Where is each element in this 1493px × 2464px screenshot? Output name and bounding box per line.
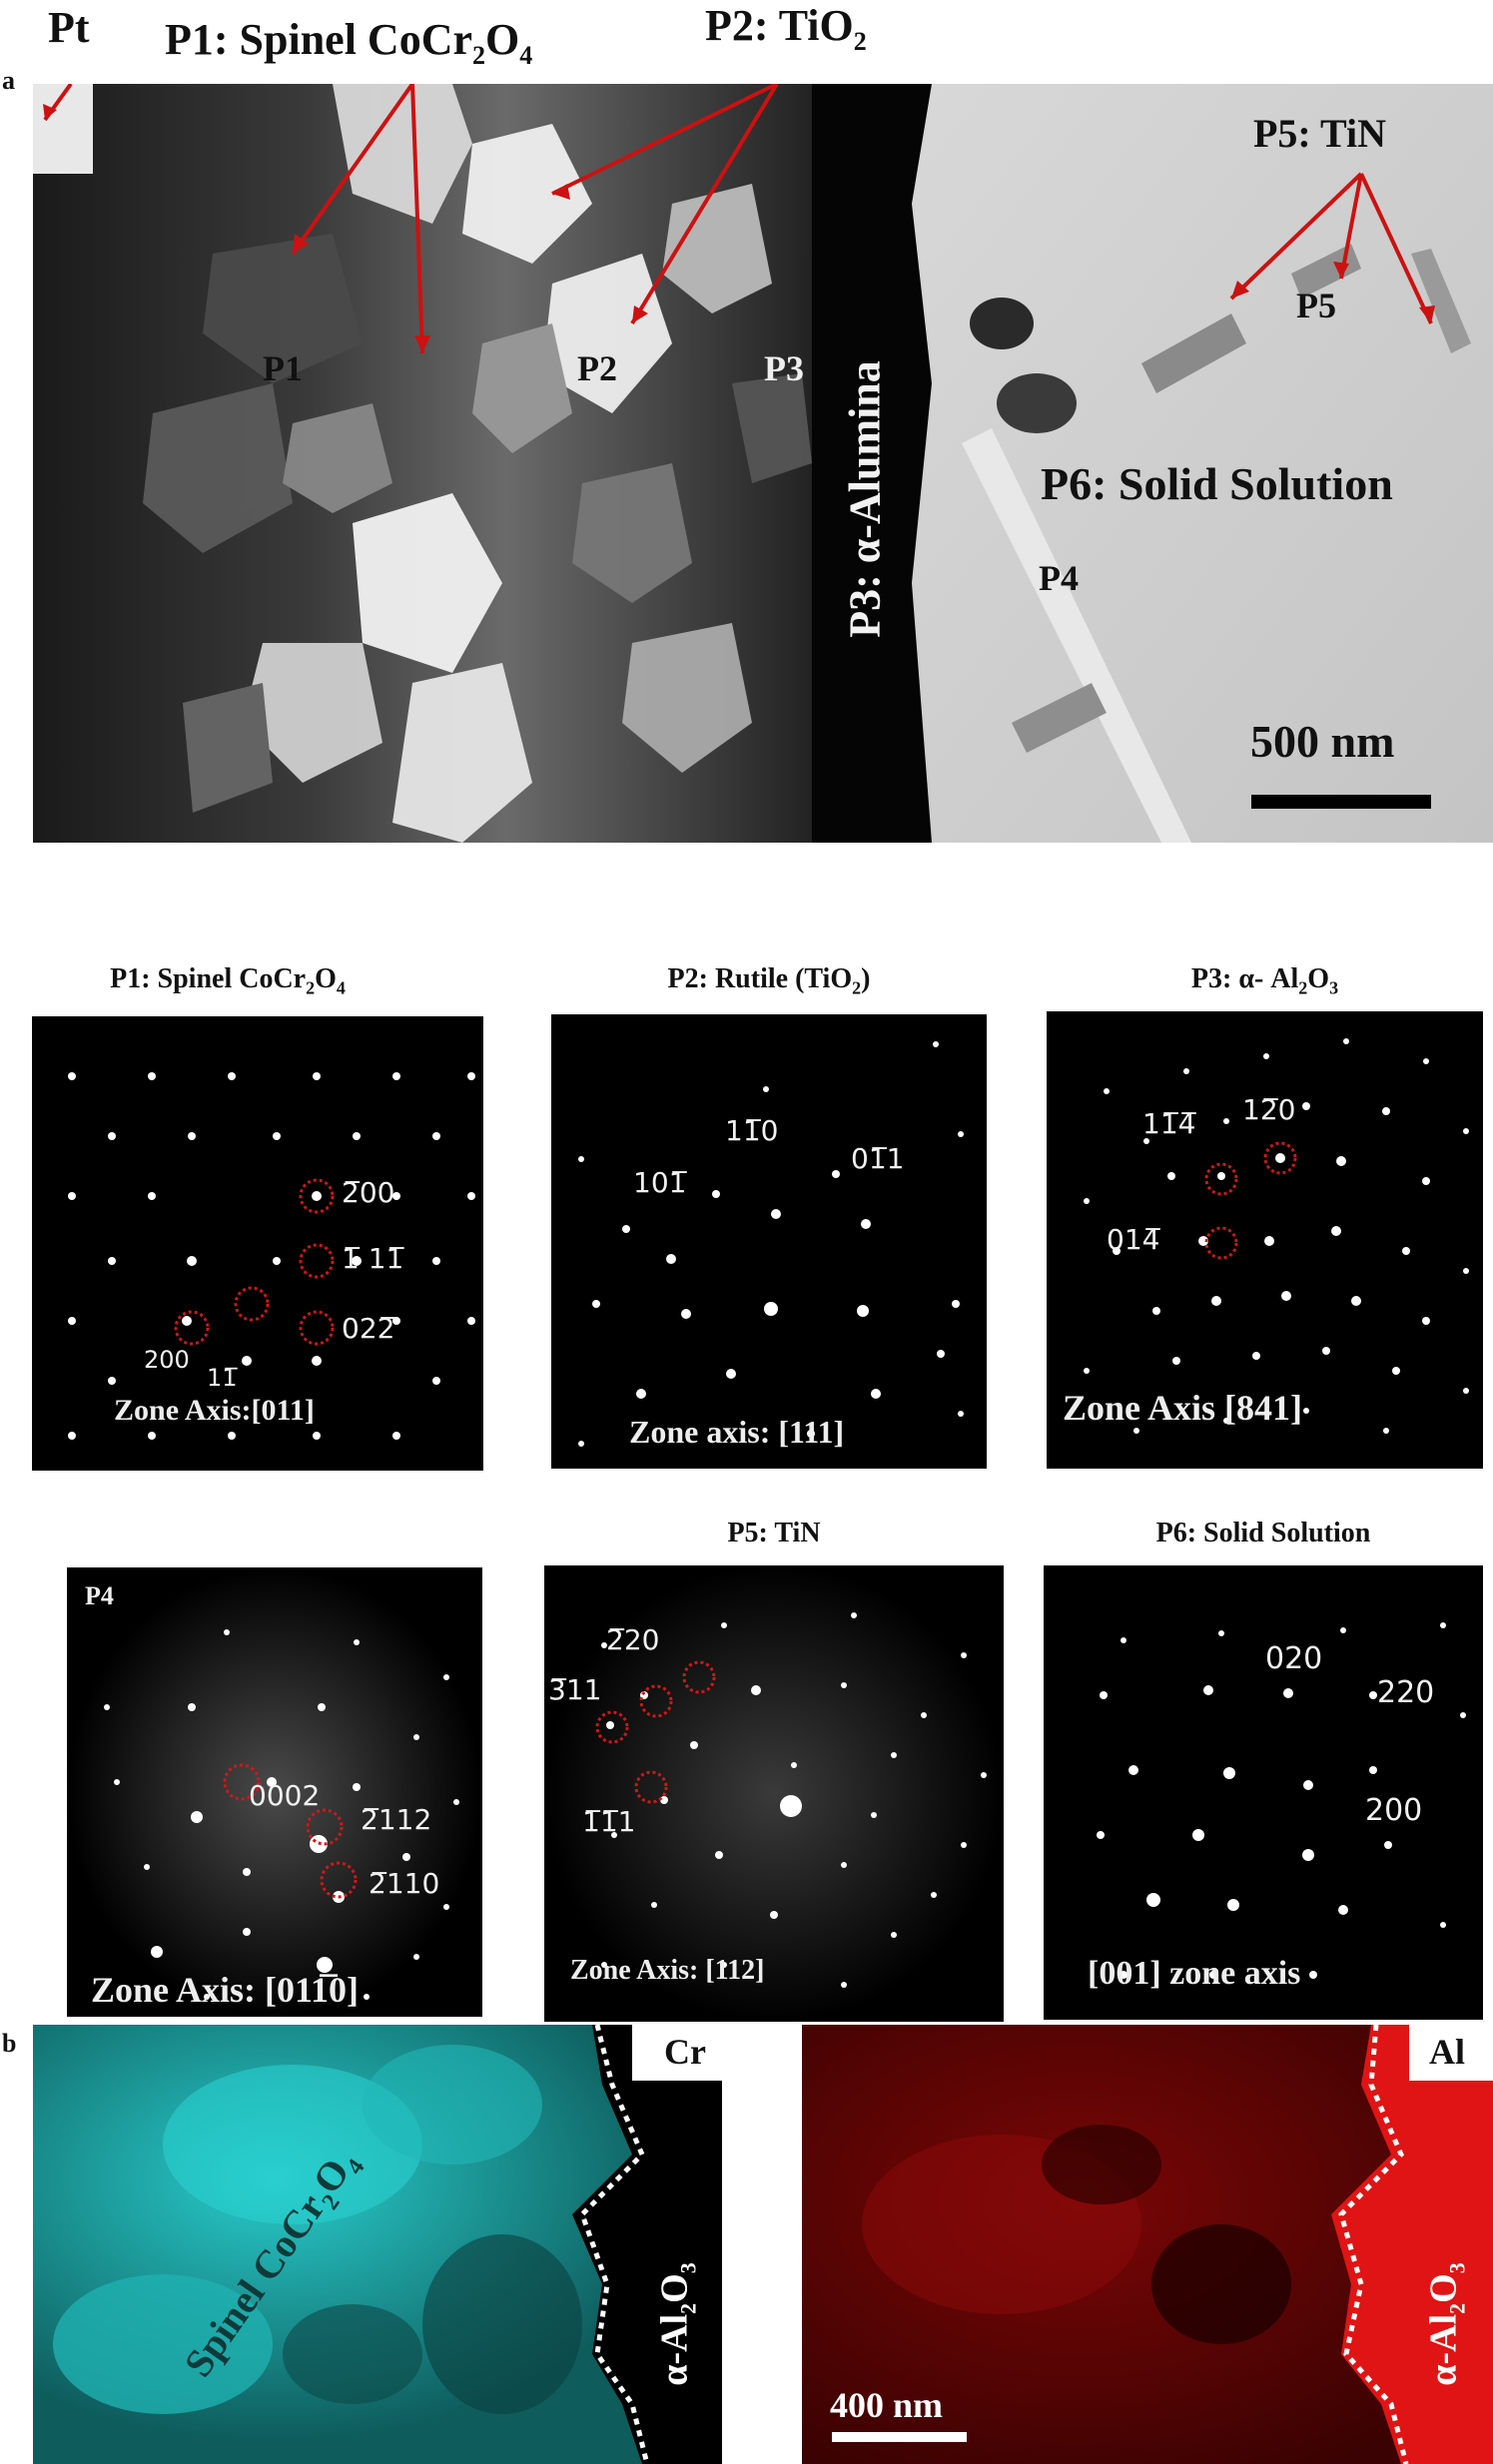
saed-p3-index-1: 11̅4̅ (1142, 1107, 1196, 1140)
p4-marker: P4 (1039, 558, 1079, 598)
panel-a-label: a (2, 66, 15, 95)
p2-tio2-annotation: P2: TiO2 (705, 1, 867, 56)
saed-p5-index-3: 1̅1̅1 (582, 1805, 636, 1838)
saed-p2-index-1: 11̅0 (725, 1114, 779, 1147)
saed-p2-index-3: 01̅1 (851, 1142, 905, 1175)
scale-bar-label-a: 500 nm (1250, 716, 1395, 767)
saed-p6-index-1: 020 (1265, 1641, 1323, 1676)
saed-p6-index-3: 200 (1365, 1793, 1423, 1828)
eds-map-al: Al α-Al2O3 400 nm (802, 2025, 1493, 2464)
tem-bright-field-image (33, 84, 1493, 843)
saed-p6-index-2: 220 (1377, 1675, 1435, 1710)
panel-b-label: b (2, 2029, 17, 2058)
saed-p3-index-2: 12̅0 (1242, 1093, 1296, 1126)
p6-solid-solution-annotation: P6: Solid Solution (1041, 458, 1393, 509)
saed-p1-index-5: 022̅ (342, 1312, 395, 1345)
scale-bar-label-b: 400 nm (830, 2385, 944, 2425)
saed-pattern-p4: P4 0002 2̅112 2̅110 Zone Axis: [011̅0] (67, 1567, 482, 2017)
pt-label: Pt (48, 3, 90, 52)
saed-p5-index-2: 3̅11 (548, 1673, 602, 1706)
p1-spinel-annotation: P1: Spinel CoCr2O4 (165, 15, 533, 70)
saed-p2-title: P2: Rutile (TiO2) (667, 963, 871, 998)
p5-marker: P5 (1296, 286, 1336, 325)
saed-pattern-p5: 2̅20 3̅11 1̅1̅1 Zone Axis: [112] (544, 1565, 1004, 2022)
saed-p1-index-3: 200 (144, 1346, 190, 1374)
saed-p4-index-1: 0002 (249, 1779, 321, 1812)
saed-p6-zone-axis: [001] zone axis (1088, 1955, 1301, 1992)
saed-pattern-p6: 020 220 200 [001] zone axis (1044, 1565, 1483, 2020)
p3-alumina-vertical-label: P3: α-Alumina (840, 360, 890, 638)
saed-p4-zone-axis: Zone Axis: [011̅0] (91, 1970, 360, 2010)
p2-marker: P2 (577, 348, 617, 388)
saed-p4-index-2: 2̅112 (361, 1803, 432, 1836)
saed-p3-index-3: 014̅ (1107, 1223, 1160, 1256)
saed-p1-index-1: 2̅00 (342, 1176, 395, 1209)
p5-tin-annotation: P5: TiN (1253, 111, 1386, 156)
saed-p4-index-3: 2̅110 (369, 1867, 440, 1900)
saed-p1-zone-axis: Zone Axis:[011] (114, 1394, 315, 1427)
saed-p3-zone-axis: Zone Axis [841] (1063, 1388, 1303, 1428)
saed-p4-corner-label: P4 (85, 1581, 114, 1610)
saed-p1-index-2: 1̅ 11̅ (342, 1242, 404, 1275)
saed-pattern-p1: 2̅00 1̅ 11̅ 200 11̅ 022̅ Zone Axis:[011] (32, 1016, 483, 1471)
saed-p5-title: P5: TiN (727, 1518, 821, 1548)
eds-map-cr: Cr Spinel CoCr2O4 α-Al2O3 (33, 2025, 722, 2464)
saed-p1-index-4: 11̅ (207, 1364, 238, 1392)
saed-p5-index-1: 2̅20 (606, 1623, 660, 1656)
saed-pattern-p3: 11̅4̅ 12̅0 014̅ Zone Axis [841] (1047, 1011, 1483, 1469)
saed-p2-zone-axis: Zone axis: [111] (629, 1414, 845, 1450)
p3-marker: P3 (764, 348, 804, 388)
al-alumina-label: α-Al2O3 (1422, 2262, 1470, 2386)
saed-pattern-p2: 11̅0 101̅ 01̅1 Zone axis: [111] (551, 1014, 987, 1469)
saed-p6-title: P6: Solid Solution (1155, 1518, 1371, 1548)
saed-p3-title: P3: α- Al2O3 (1190, 963, 1339, 998)
cr-element-label: Cr (664, 2032, 706, 2072)
al-element-label: Al (1429, 2032, 1465, 2072)
saed-p2-index-2: 101̅ (633, 1166, 687, 1199)
p1-marker: P1 (263, 348, 303, 388)
saed-p1-title: P1: Spinel CoCr2O4 (110, 963, 346, 998)
saed-p5-zone-axis: Zone Axis: [112] (570, 1955, 765, 1986)
cr-alumina-label: α-Al2O3 (653, 2262, 701, 2386)
